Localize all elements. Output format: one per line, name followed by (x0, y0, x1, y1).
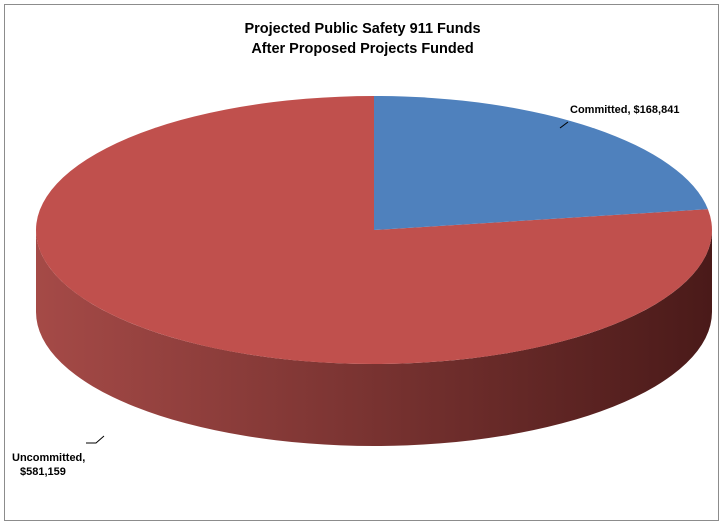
pie-slice-committed (374, 96, 708, 230)
pie-slice-uncommitted (36, 96, 713, 364)
data-label-committed: Committed, $168,841 (570, 104, 680, 116)
data-label-uncommitted-name: Uncommitted, (12, 452, 86, 464)
chart-title-line-2: After Proposed Projects Funded (251, 41, 474, 57)
leader-line-committed (559, 121, 569, 129)
leader-line-uncommitted (86, 435, 105, 444)
pie-side-wall (36, 230, 712, 446)
chart-title-line-1: Projected Public Safety 911 Funds (244, 21, 481, 37)
data-label-uncommitted-value: $581,159 (20, 466, 66, 478)
